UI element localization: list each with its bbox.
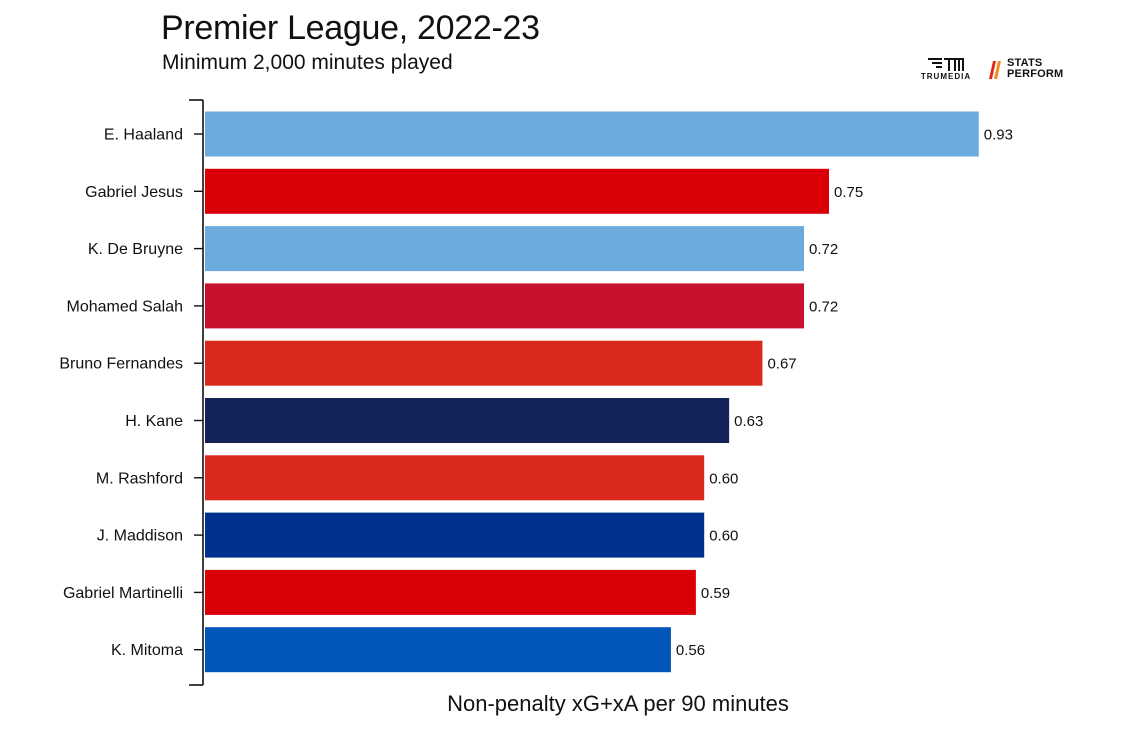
bar-bruno-fernandes xyxy=(205,340,763,386)
stats-perform-logo-icon xyxy=(989,61,1001,79)
bar-m-rashford xyxy=(205,455,705,501)
category-label: H. Kane xyxy=(125,413,183,430)
stats-perform-logo: STATS PERFORM xyxy=(988,58,1068,84)
logos: TRUMEDIA STATS PERFORM xyxy=(918,56,1068,86)
bar-h-kane xyxy=(205,398,730,443)
category-label: Mohamed Salah xyxy=(66,298,183,315)
value-label: 0.72 xyxy=(809,241,838,258)
stats-perform-line2: PERFORM xyxy=(1007,68,1064,80)
category-label: K. De Bruyne xyxy=(88,241,183,258)
category-label: Bruno Fernandes xyxy=(59,356,183,373)
value-label: 0.60 xyxy=(709,528,738,545)
bar-j-maddison xyxy=(205,512,705,558)
bar-gabriel-martinelli xyxy=(205,569,696,615)
trumedia-logo-text: TRUMEDIA xyxy=(920,72,972,81)
category-label: Gabriel Martinelli xyxy=(63,585,183,602)
chart-title: Premier League, 2022-23 xyxy=(161,9,540,47)
value-label: 0.67 xyxy=(767,356,796,373)
bars xyxy=(205,111,979,673)
value-label: 0.59 xyxy=(701,585,730,602)
stats-perform-line1: STATS xyxy=(1007,57,1043,69)
value-label: 0.75 xyxy=(834,184,863,201)
bar-mohamed-salah xyxy=(205,283,805,329)
x-axis-label: Non-penalty xG+xA per 90 minutes xyxy=(447,691,789,716)
category-label: K. Mitoma xyxy=(111,642,183,659)
category-label: Gabriel Jesus xyxy=(85,184,183,201)
category-label: E. Haaland xyxy=(104,127,183,144)
value-label: 0.93 xyxy=(984,127,1013,144)
category-label: M. Rashford xyxy=(96,470,183,487)
y-axis xyxy=(189,99,204,686)
chart-subtitle: Minimum 2,000 minutes played xyxy=(162,51,453,74)
bar-e-haaland xyxy=(205,111,979,157)
value-label: 0.60 xyxy=(709,470,738,487)
trumedia-logo-icon xyxy=(928,58,964,71)
category-label: J. Maddison xyxy=(97,528,183,545)
value-label: 0.72 xyxy=(809,298,838,315)
value-labels: 0.93 0.75 0.72 0.72 0.67 0.63 0.60 0.60 0.59 0.56 xyxy=(676,127,1013,660)
bar-gabriel-jesus xyxy=(205,168,829,214)
value-label: 0.63 xyxy=(734,413,763,430)
value-label: 0.56 xyxy=(676,642,705,659)
stats-perform-logo-text: STATS PERFORM xyxy=(1007,58,1063,80)
bar-k-mitoma xyxy=(205,627,671,673)
trumedia-logo: TRUMEDIA xyxy=(918,56,974,86)
bar-k-de-bruyne xyxy=(205,226,805,272)
category-labels: E. Haaland Gabriel Jesus K. De Bruyne Moham… xyxy=(59,127,183,660)
